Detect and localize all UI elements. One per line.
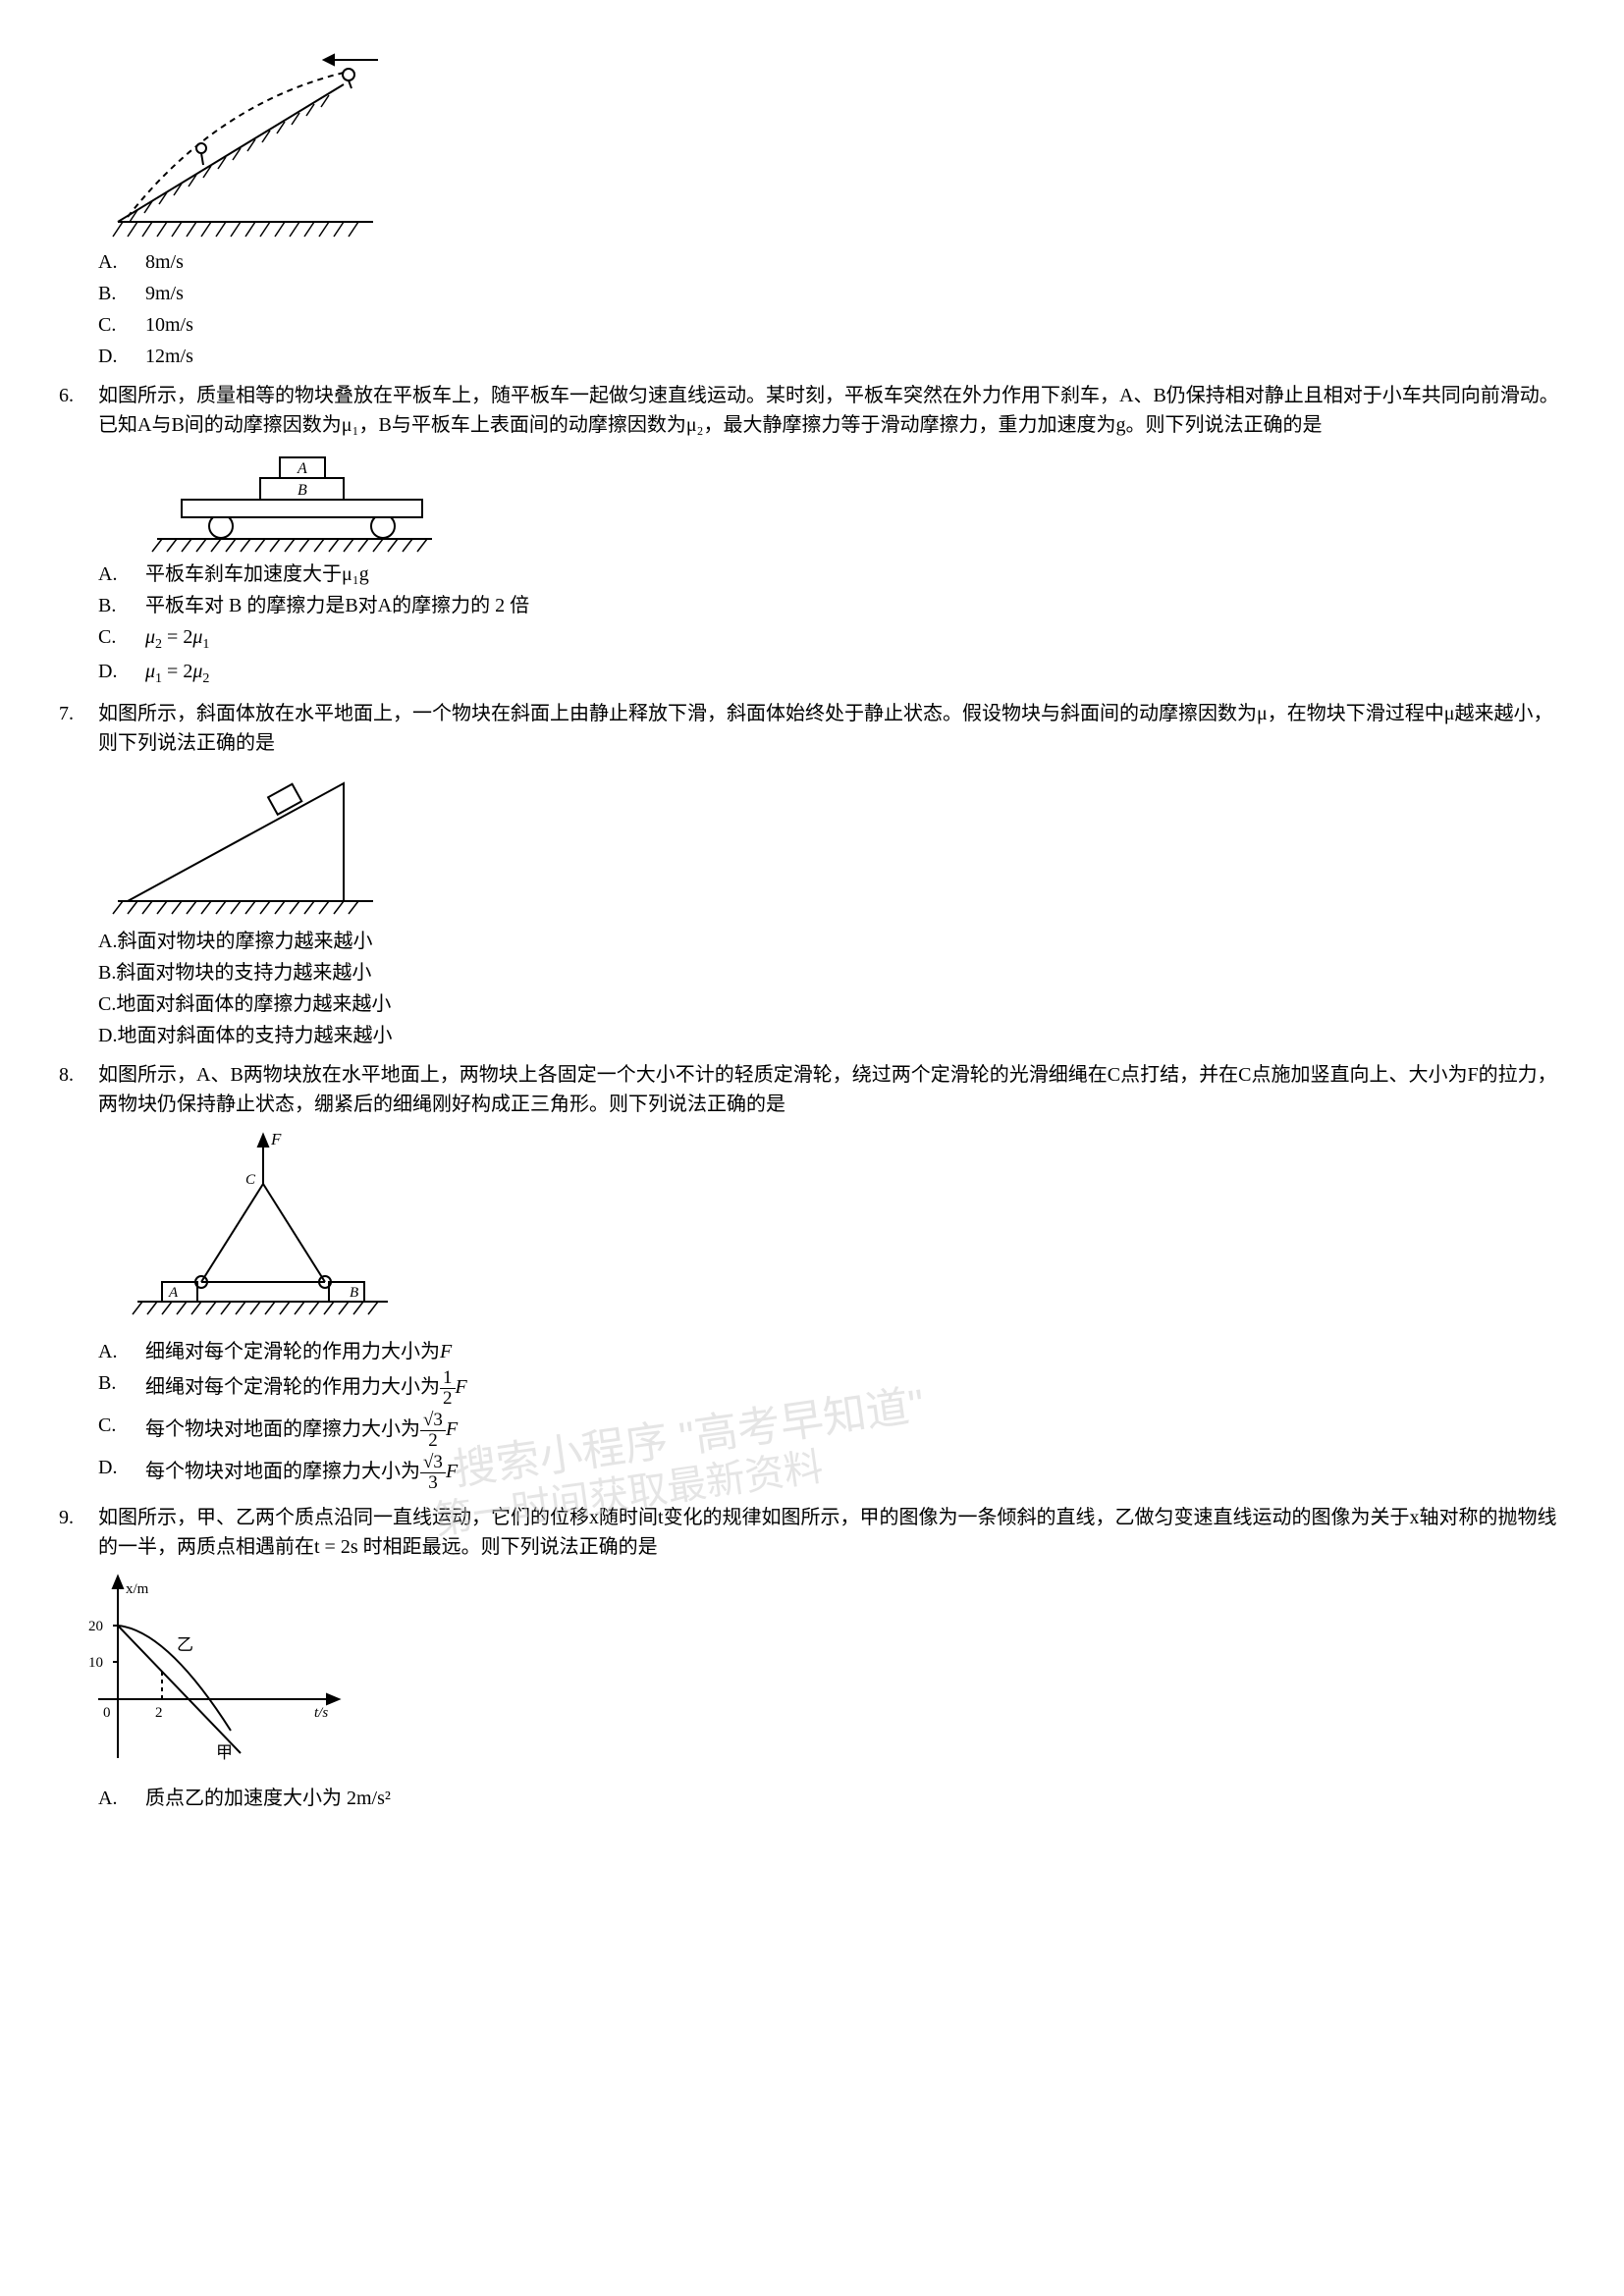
svg-text:A: A: [297, 460, 307, 477]
svg-text:甲: 甲: [216, 1743, 233, 1762]
opt-text: 9m/s: [145, 279, 184, 308]
q9-options: A.质点乙的加速度大小为 2m/s²: [98, 1784, 1565, 1813]
svg-text:B: B: [298, 482, 307, 499]
question-9: 9. 如图所示，甲、乙两个质点沿同一直线运动，它们的位移x随时间t变化的规律如图…: [59, 1503, 1565, 1815]
opt-text: A.斜面对物块的摩擦力越来越小: [98, 927, 372, 956]
opt-text: 12m/s: [145, 342, 193, 371]
svg-text:10: 10: [88, 1655, 103, 1671]
q7-options: A.斜面对物块的摩擦力越来越小 B.斜面对物块的支持力越来越小 C.地面对斜面体…: [98, 927, 1565, 1050]
svg-text:乙: 乙: [177, 1635, 193, 1654]
opt-text: 平板车刹车加速度大于μ₁g: [145, 560, 369, 589]
svg-text:B: B: [350, 1285, 358, 1301]
q8-opt-d: D.每个物块对地面的摩擦力大小为√33F: [98, 1453, 1565, 1493]
q6-figure: A B: [98, 446, 1565, 554]
question-8: 8. 如图所示，A、B两物块放在水平地面上，两物块上各固定一个大小不计的轻质定滑…: [59, 1060, 1565, 1495]
q5-opt-a: A.8m/s: [98, 247, 1565, 277]
q6-opt-d: D.μ1 = 2μ2: [98, 657, 1565, 689]
opt-label: A.: [98, 1784, 145, 1813]
opt-text: 平板车对 B 的摩擦力是B对A的摩擦力的 2 倍: [145, 591, 529, 620]
q8-figure: A B C F: [98, 1125, 1565, 1331]
svg-text:A: A: [168, 1285, 179, 1301]
q8-opt-b: B.细绳对每个定滑轮的作用力大小为12F: [98, 1368, 1565, 1409]
opt-text: 细绳对每个定滑轮的作用力大小为F: [145, 1337, 452, 1366]
opt-text: D.地面对斜面体的支持力越来越小: [98, 1021, 392, 1050]
q7-stem: 如图所示，斜面体放在水平地面上，一个物块在斜面上由静止释放下滑，斜面体始终处于静…: [98, 699, 1565, 758]
opt-text: 每个物块对地面的摩擦力大小为√32F: [145, 1411, 458, 1451]
q9-opt-a: A.质点乙的加速度大小为 2m/s²: [98, 1784, 1565, 1813]
q6-opt-b: B.平板车对 B 的摩擦力是B对A的摩擦力的 2 倍: [98, 591, 1565, 620]
opt-label: B.: [98, 279, 145, 308]
q7-opt-c: C.地面对斜面体的摩擦力越来越小: [98, 989, 1565, 1019]
q5-figure: [98, 45, 1565, 241]
q5-opt-b: B.9m/s: [98, 279, 1565, 308]
opt-label: A.: [98, 247, 145, 277]
svg-text:t/s: t/s: [314, 1705, 328, 1721]
opt-label: B.: [98, 1368, 145, 1409]
opt-text: C.地面对斜面体的摩擦力越来越小: [98, 989, 391, 1019]
svg-text:0: 0: [103, 1705, 111, 1721]
opt-text: 10m/s: [145, 310, 193, 340]
opt-text: μ1 = 2μ2: [145, 657, 209, 689]
opt-label: B.: [98, 591, 145, 620]
q9-figure: x/m t/s 20 10 0 2 甲 乙: [59, 1572, 1565, 1778]
q6-opt-c: C.μ2 = 2μ1: [98, 622, 1565, 655]
opt-label: C.: [98, 622, 145, 655]
q7-figure: [98, 764, 1565, 921]
q9-num: 9.: [59, 1503, 98, 1532]
opt-text: 每个物块对地面的摩擦力大小为√33F: [145, 1453, 458, 1493]
svg-text:20: 20: [88, 1619, 103, 1634]
q5-opt-c: C.10m/s: [98, 310, 1565, 340]
q6-options: A.平板车刹车加速度大于μ₁g B.平板车对 B 的摩擦力是B对A的摩擦力的 2…: [98, 560, 1565, 689]
question-5-tail: A.8m/s B.9m/s C.10m/s D.12m/s: [59, 39, 1565, 373]
svg-text:x/m: x/m: [126, 1581, 149, 1597]
q8-opt-a: A.细绳对每个定滑轮的作用力大小为F: [98, 1337, 1565, 1366]
opt-text: 8m/s: [145, 247, 184, 277]
q7-num: 7.: [59, 699, 98, 728]
q8-options: A.细绳对每个定滑轮的作用力大小为F B.细绳对每个定滑轮的作用力大小为12F …: [98, 1337, 1565, 1493]
q5-options: A.8m/s B.9m/s C.10m/s D.12m/s: [98, 247, 1565, 371]
question-6: 6. 如图所示，质量相等的物块叠放在平板车上，随平板车一起做匀速直线运动。某时刻…: [59, 381, 1565, 691]
q9-stem: 如图所示，甲、乙两个质点沿同一直线运动，它们的位移x随时间t变化的规律如图所示，…: [98, 1503, 1565, 1562]
q8-opt-c: C.每个物块对地面的摩擦力大小为√32F: [98, 1411, 1565, 1451]
q8-stem: 如图所示，A、B两物块放在水平地面上，两物块上各固定一个大小不计的轻质定滑轮，绕…: [98, 1060, 1565, 1119]
q6-opt-a: A.平板车刹车加速度大于μ₁g: [98, 560, 1565, 589]
question-7: 搜索小程序 "高考早知道" 第一时间获取最新资料 7. 如图所示，斜面体放在水平…: [59, 699, 1565, 1052]
svg-text:2: 2: [155, 1705, 163, 1721]
q7-opt-a: A.斜面对物块的摩擦力越来越小: [98, 927, 1565, 956]
q7-opt-d: D.地面对斜面体的支持力越来越小: [98, 1021, 1565, 1050]
opt-label: C.: [98, 310, 145, 340]
svg-text:C: C: [245, 1172, 256, 1188]
q7-opt-b: B.斜面对物块的支持力越来越小: [98, 958, 1565, 988]
opt-text: B.斜面对物块的支持力越来越小: [98, 958, 371, 988]
opt-label: A.: [98, 560, 145, 589]
opt-label: D.: [98, 657, 145, 689]
opt-text: μ2 = 2μ1: [145, 622, 209, 655]
svg-text:F: F: [270, 1130, 282, 1148]
opt-label: C.: [98, 1411, 145, 1451]
opt-text: 细绳对每个定滑轮的作用力大小为12F: [145, 1368, 467, 1409]
opt-text: 质点乙的加速度大小为 2m/s²: [145, 1784, 391, 1813]
opt-label: D.: [98, 342, 145, 371]
q6-num: 6.: [59, 381, 98, 410]
page: A.8m/s B.9m/s C.10m/s D.12m/s 6. 如图所示，质量…: [59, 39, 1565, 1815]
opt-label: A.: [98, 1337, 145, 1366]
q6-stem: 如图所示，质量相等的物块叠放在平板车上，随平板车一起做匀速直线运动。某时刻，平板…: [98, 381, 1565, 440]
opt-label: D.: [98, 1453, 145, 1493]
q8-num: 8.: [59, 1060, 98, 1090]
q5-opt-d: D.12m/s: [98, 342, 1565, 371]
